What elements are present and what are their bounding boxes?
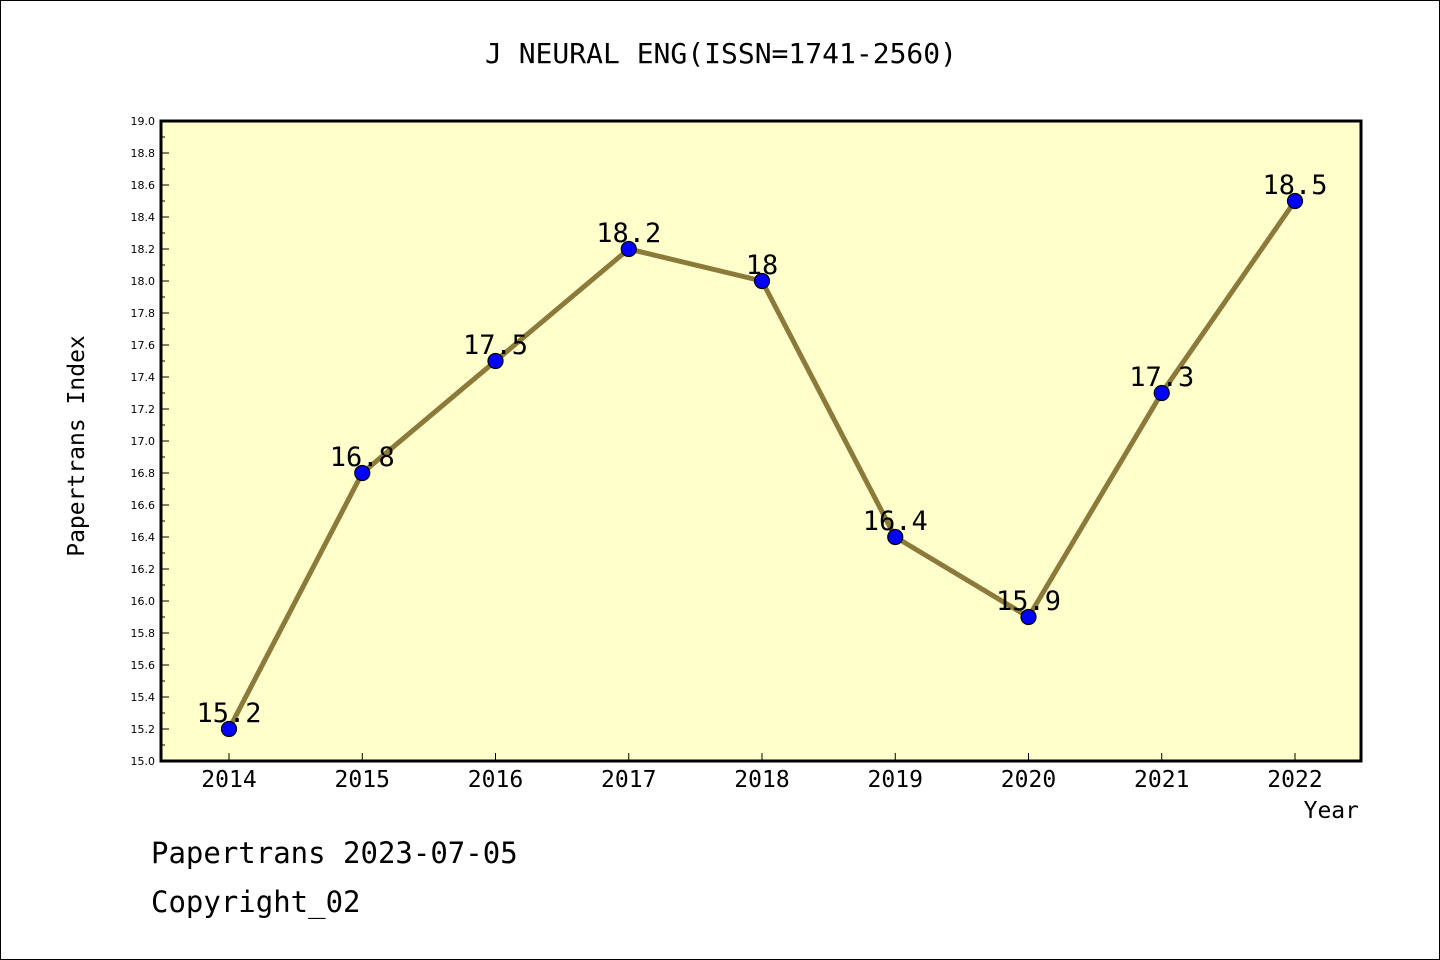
data-label: 18 (746, 250, 779, 281)
y-tick-label: 18.4 (131, 211, 156, 224)
y-axis-label: Papertrans Index (64, 335, 90, 557)
y-tick-label: 16.0 (131, 595, 156, 608)
y-tick-label: 16.6 (131, 499, 156, 512)
y-tick-label: 18.8 (131, 147, 156, 160)
y-tick-label: 17.2 (131, 403, 156, 416)
y-axis: 15.0 15.2 15.4 15.6 15.8 16.0 16.2 16.4 16.6 16.8… (131, 115, 169, 768)
y-tick-label: 15.6 (131, 659, 156, 672)
y-tick-label: 17.0 (131, 435, 156, 448)
x-tick-label: 2020 (1001, 767, 1056, 793)
data-point (220, 720, 238, 738)
data-label: 17.3 (1129, 362, 1194, 393)
footer-copyright: Copyright_02 (151, 885, 361, 919)
x-axis-label: Year (1303, 798, 1359, 824)
x-tick-label: 2014 (201, 767, 256, 793)
plot-frame (159, 119, 1363, 763)
y-tick-label: 18.6 (131, 179, 156, 192)
y-tick-label: 15.4 (131, 691, 156, 704)
chart-title: J NEURAL ENG(ISSN=1741-2560) (484, 37, 957, 70)
x-tick-label: 2018 (734, 767, 789, 793)
y-tick-label: 15.0 (131, 755, 156, 768)
data-label: 18.5 (1262, 170, 1327, 201)
y-tick-label: 15.8 (131, 627, 156, 640)
y-tick-label: 16.8 (131, 467, 156, 480)
data-label: 15.9 (996, 586, 1061, 617)
x-axis: 2014 2015 2016 2017 2018 2019 2020 2021 2022 (201, 753, 1323, 793)
data-point (620, 240, 637, 258)
plot-area (161, 121, 1361, 761)
data-point (1286, 192, 1304, 210)
y-tick-label: 17.6 (131, 339, 156, 352)
y-tick-label: 16.4 (131, 531, 156, 544)
data-label: 15.2 (196, 698, 261, 729)
data-label: 16.4 (863, 506, 928, 537)
x-tick-label: 2021 (1134, 767, 1189, 793)
y-tick-label: 18.2 (131, 243, 156, 256)
x-tick-label: 2016 (468, 767, 523, 793)
x-tick-label: 2022 (1267, 767, 1322, 793)
data-point (487, 352, 504, 370)
y-tick-label: 18.0 (131, 275, 156, 288)
data-point (354, 464, 371, 482)
series-line-group: 15.2 16.8 17.5 18.2 18 16.4 15.9 17.3 18.5 (196, 170, 1328, 738)
data-point (1020, 608, 1037, 626)
x-tick-label: 2019 (868, 767, 923, 793)
data-label: 18.2 (596, 218, 661, 249)
x-tick-label: 2017 (601, 767, 656, 793)
y-tick-label: 17.8 (131, 307, 156, 320)
data-label: 17.5 (463, 330, 528, 361)
data-point (1153, 384, 1170, 402)
data-point (887, 528, 904, 546)
y-tick-label: 15.2 (131, 723, 156, 736)
y-tick-label: 17.4 (131, 371, 156, 384)
x-tick-label: 2015 (335, 767, 390, 793)
y-tick-label: 16.2 (131, 563, 156, 576)
data-label: 16.8 (330, 442, 395, 473)
y-tick-label: 19.0 (131, 115, 156, 128)
data-point (753, 272, 771, 290)
footer-date: Papertrans 2023-07-05 (151, 836, 518, 870)
